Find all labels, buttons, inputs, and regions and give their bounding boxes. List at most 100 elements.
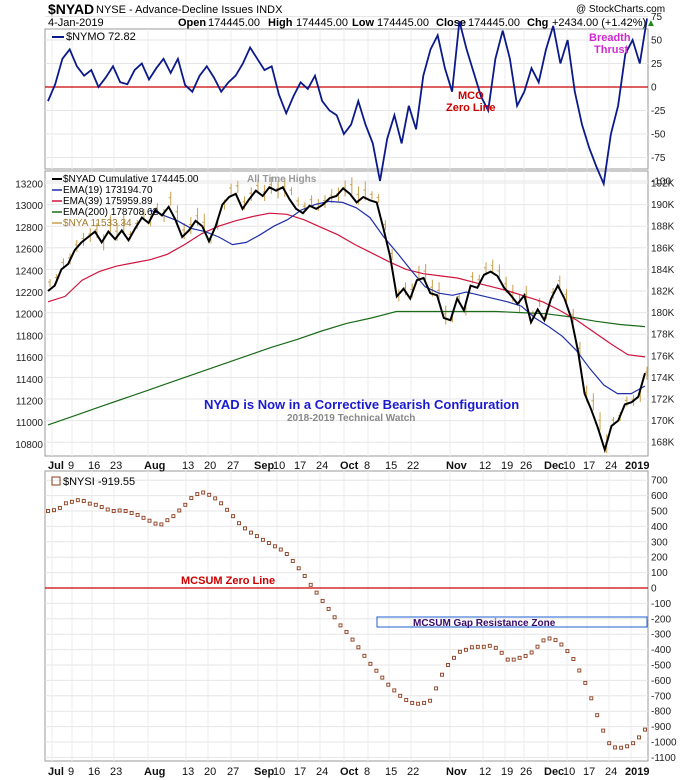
nysi-dot	[81, 499, 86, 503]
nyad-left-y-tick: 12400	[15, 266, 43, 277]
nysi-dot	[272, 544, 277, 549]
x-tick-label: 10	[273, 766, 285, 778]
nyad-cumulative-line	[47, 185, 646, 454]
nysi-y-tick: 300	[651, 537, 668, 548]
nysi-dot	[356, 645, 361, 650]
x-tick-label: 8	[364, 460, 370, 472]
nysi-dot	[332, 615, 337, 620]
nysi-dot	[141, 515, 146, 520]
nysi-dot	[631, 741, 636, 746]
x-tick-label: 13	[182, 460, 194, 472]
nysi-dot	[422, 700, 427, 705]
open-value: 174445.00	[208, 17, 260, 29]
nysi-dot	[380, 675, 385, 680]
nysi-dot	[481, 644, 486, 649]
nyad-right-y-tick: 176K	[651, 351, 675, 362]
nymo-y-tick: -100	[651, 177, 671, 188]
nysi-dot	[499, 650, 504, 655]
x-tick-label: 10	[563, 766, 575, 778]
nysi-dot	[237, 521, 241, 526]
x-tick-label: 17	[583, 460, 595, 472]
nyad-right-y-tick: 188K	[651, 222, 675, 233]
grid-lines	[45, 16, 648, 761]
nyad-panel-frame	[44, 170, 649, 457]
nysi-y-tick: -600	[651, 676, 671, 687]
x-tick-label: 24	[316, 766, 328, 778]
nyad-left-y-tick: 11200	[16, 397, 44, 408]
nysi-dot	[428, 698, 433, 703]
nymo-y-tick: 75	[651, 12, 663, 23]
nysi-dot	[290, 559, 295, 563]
x-tick-label: 8	[364, 766, 370, 778]
nyad-left-y-tick: 13000	[15, 201, 43, 212]
nysi-dot	[589, 696, 594, 701]
nymo-y-tick: 0	[651, 83, 657, 94]
nysi-y-tick: -400	[651, 645, 671, 656]
x-tick-label: 15	[385, 460, 397, 472]
nymo-y-tick: 50	[651, 36, 663, 47]
nysi-dot	[511, 657, 516, 662]
nyad-right-y-tick: 182K	[651, 287, 675, 298]
nysi-dot	[392, 688, 397, 693]
nysi-dot	[260, 537, 265, 542]
nysi-dot	[213, 496, 218, 501]
nysi-dot	[416, 701, 421, 706]
nysi-dot	[404, 698, 409, 702]
nysi-dot	[523, 653, 528, 658]
x-tick-label: 24	[605, 766, 617, 778]
nyad-left-y-tick: 10800	[15, 440, 43, 451]
x-tick-label: Aug	[144, 460, 165, 472]
nyad-right-y-tick: 192K	[651, 179, 675, 190]
nysi-dot	[189, 496, 194, 501]
nysi-dot	[135, 512, 140, 517]
nysi-dot	[440, 672, 444, 677]
nysi-dot	[249, 530, 253, 535]
nysi-dot	[625, 744, 630, 749]
x-tick-label: 22	[407, 460, 419, 472]
nysi-dot	[529, 650, 534, 655]
nysi-y-tick: -200	[651, 614, 671, 625]
nymo-y-tick: -25	[651, 106, 666, 117]
nysi-y-tick: -1100	[651, 753, 676, 764]
x-tick-label: Sep	[254, 766, 274, 778]
nysi-dot	[302, 574, 307, 578]
breadth-thrust-label: Breadth	[589, 32, 631, 44]
nysi-dot	[583, 680, 588, 685]
nyad-right-y-tick: 190K	[651, 200, 675, 211]
nysi-y-tick: -900	[651, 722, 671, 733]
x-tick-label: 12	[479, 766, 491, 778]
nyad-right-y-tick: 174K	[651, 373, 675, 384]
low-value: 174445.00	[377, 17, 429, 29]
nysi-dot	[505, 657, 510, 662]
x-tick-label: Sep	[254, 460, 274, 472]
nysi-dot	[153, 521, 158, 526]
nyad-left-y-tick: 12600	[15, 245, 43, 256]
nyad-left-y-tick: 11800	[16, 331, 44, 342]
nysi-dot	[314, 590, 319, 595]
nysi-dot	[619, 745, 624, 750]
high-value: 174445.00	[296, 17, 348, 29]
nymo-series-line	[47, 18, 648, 188]
nyad-right-y-tick: 168K	[651, 438, 675, 449]
x-tick-label: 19	[501, 460, 513, 472]
nya-legend: $NYA 11533.34	[63, 218, 132, 229]
nysi-dot	[123, 509, 128, 513]
nysi-panel-frame	[44, 470, 649, 762]
x-tick-label: Oct	[340, 766, 359, 778]
nysi-dot	[69, 499, 74, 504]
nysi-dot	[463, 647, 468, 652]
nyad-left-y-tick: 12200	[15, 288, 43, 299]
x-tick-label: 26	[520, 766, 532, 778]
nysi-dot	[129, 511, 134, 515]
nysi-dot	[541, 638, 546, 643]
nysi-dot	[517, 655, 522, 660]
nyad-right-y-tick: 186K	[651, 243, 675, 254]
nysi-y-tick: 400	[651, 522, 668, 533]
x-tick-label: Aug	[144, 766, 165, 778]
x-tick-label: 16	[88, 460, 100, 472]
x-tick-label: Nov	[446, 766, 468, 778]
nyad-right-y-tick: 172K	[651, 395, 675, 406]
nysi-y-tick: -700	[651, 691, 671, 702]
nysi-dot	[553, 638, 558, 643]
x-tick-label: 27	[227, 460, 239, 472]
